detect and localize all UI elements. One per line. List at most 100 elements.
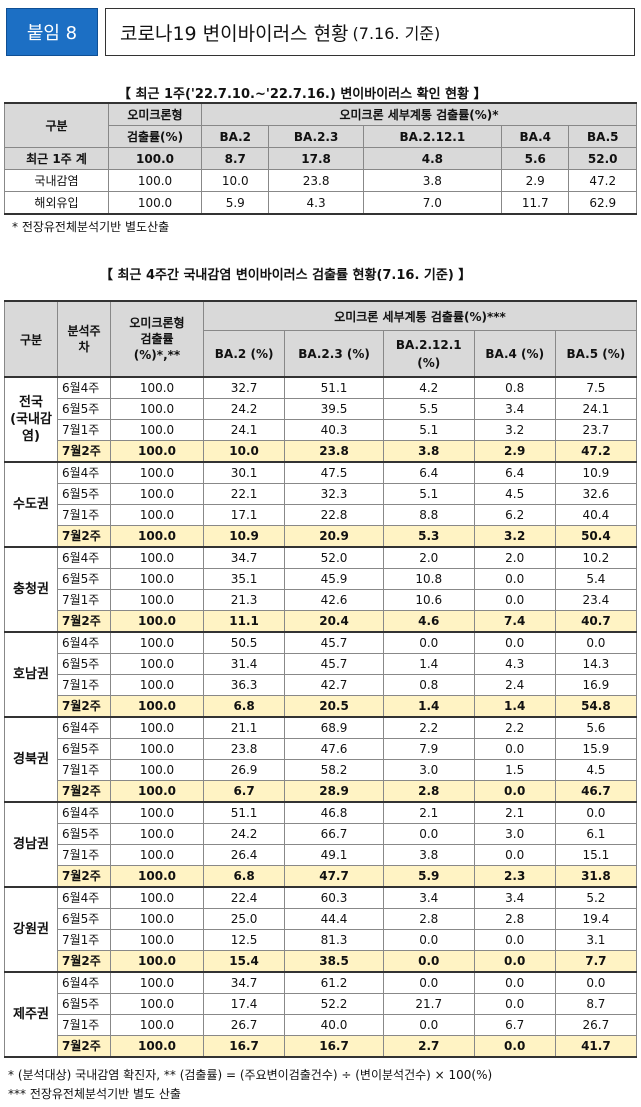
table-cell: 100.0 (110, 759, 204, 781)
table-cell: 52.2 (284, 993, 384, 1015)
week-label: 6월5주 (57, 993, 111, 1015)
table-cell: 21.1 (202, 716, 286, 739)
table-row: 7월1주 100.0 36.3 42.7 0.8 2.4 16.9 (5, 674, 638, 696)
table-cell: 2.8 (382, 908, 475, 930)
table-cell: 81.3 (284, 929, 384, 951)
table-cell: 34.7 (202, 546, 286, 569)
table-cell: 0.0 (382, 950, 475, 973)
region-label: 경남권 (4, 801, 58, 888)
table-cell: 5.9 (200, 191, 270, 215)
table-cell: 6.8 (202, 695, 286, 718)
col-header-subtype: BA.5 (568, 125, 637, 148)
table-cell: 46.8 (284, 801, 384, 824)
table-cell: 0.0 (473, 971, 556, 994)
col-header-subtype: BA.2.3 (%) (284, 330, 384, 379)
table-cell: 40.0 (284, 1014, 384, 1036)
table-cell: 100.0 (110, 440, 204, 463)
table-cell: 5.6 (500, 147, 570, 170)
table-cell: 2.0 (473, 546, 556, 569)
table-cell: 0.0 (382, 823, 475, 845)
table-cell: 100.0 (110, 950, 204, 973)
table-cell: 30.1 (202, 461, 286, 484)
table-cell: 100.0 (108, 191, 202, 215)
table-cell: 0.0 (473, 568, 556, 590)
table-cell: 15.1 (554, 844, 638, 866)
table-cell: 6.7 (202, 780, 286, 803)
table-cell: 3.2 (473, 419, 556, 441)
table-cell: 6.2 (473, 504, 556, 526)
table-cell: 25.0 (202, 908, 286, 930)
table-cell: 4.5 (473, 483, 556, 505)
table-cell: 28.9 (284, 780, 384, 803)
week-label: 7월1주 (57, 759, 111, 781)
table-cell: 19.4 (554, 908, 638, 930)
table-cell: 5.1 (382, 419, 475, 441)
table-row: 7월2주 100.0 16.7 16.7 2.7 0.0 41.7 (5, 1035, 638, 1058)
table-cell: 42.6 (284, 589, 384, 611)
table-cell: 100.0 (110, 461, 204, 484)
table-cell: 5.1 (382, 483, 475, 505)
region-label: 호남권 (4, 631, 58, 718)
region-label: 수도권 (4, 461, 58, 548)
table-cell: 45.7 (284, 653, 384, 675)
table-cell: 1.4 (473, 695, 556, 718)
table-cell: 100.0 (110, 504, 204, 526)
table-cell: 2.8 (382, 780, 475, 803)
table-cell: 22.1 (202, 483, 286, 505)
region-label: 충청권 (4, 546, 58, 633)
table-cell: 4.2 (382, 376, 475, 399)
table-cell: 17.1 (202, 504, 286, 526)
table-row: 6월5주 100.0 31.4 45.7 1.4 4.3 14.3 (5, 653, 638, 675)
table-cell: 0.0 (473, 950, 556, 973)
table-row: 6월5주 100.0 22.1 32.3 5.1 4.5 32.6 (5, 483, 638, 505)
table-cell: 0.0 (473, 589, 556, 611)
table-cell: 35.1 (202, 568, 286, 590)
table-row: 전국 (국내감 염) 6월4주 100.0 32.7 51.1 4.2 0.8 7.5 (4, 376, 638, 463)
table-cell: 100.0 (110, 695, 204, 718)
table-cell: 46.7 (554, 780, 638, 803)
table-row: 해외유입 100.0 5.9 4.3 7.0 11.7 62.9 (4, 191, 637, 215)
table-cell: 32.7 (202, 376, 286, 399)
table-cell: 100.0 (110, 653, 204, 675)
table-cell: 44.4 (284, 908, 384, 930)
col-header-subtype: BA.2 (200, 125, 270, 148)
table-cell: 40.3 (284, 419, 384, 441)
table-cell: 3.0 (382, 759, 475, 781)
table-cell: 0.0 (473, 780, 556, 803)
table-cell: 2.3 (473, 865, 556, 888)
week-label: 6월4주 (57, 801, 111, 824)
table-cell: 23.7 (554, 419, 638, 441)
table-cell: 0.0 (382, 1014, 475, 1036)
table-cell: 7.7 (554, 950, 638, 973)
table-cell: 2.9 (500, 169, 570, 192)
table-row: 6월5주 100.0 23.8 47.6 7.9 0.0 15.9 (5, 738, 638, 760)
table-cell: 0.8 (473, 376, 556, 399)
table-cell: 15.4 (202, 950, 286, 973)
region-label: 전국 (국내감 염) (4, 376, 58, 463)
col-header-omicron: 오미크론형 검출률 (%)*,** (110, 300, 204, 378)
week-label: 6월4주 (57, 376, 111, 399)
regional-variant-table: 구분 분석주 차 오미크론형 검출률 (%)*,** 오미크론 세부계통 검출률… (4, 300, 638, 1058)
table-cell: 100.0 (110, 674, 204, 696)
table-cell: 100.0 (110, 738, 204, 760)
table-cell: 100.0 (110, 419, 204, 441)
table-cell: 26.4 (202, 844, 286, 866)
table-row: 7월2주 100.0 10.9 20.9 5.3 3.2 50.4 (5, 525, 638, 548)
table-row: 경북권 6월4주 100.0 21.1 68.9 2.2 2.2 5.6 (4, 716, 638, 803)
table-cell: 3.4 (382, 886, 475, 909)
table-cell: 10.0 (202, 440, 286, 463)
page-header: 붙임 8 코로나19 변이바이러스 현황 (7.16. 기준) (6, 8, 635, 58)
table-cell: 3.8 (362, 169, 502, 192)
table-row: 7월2주 100.0 6.8 20.5 1.4 1.4 54.8 (5, 695, 638, 718)
week-label: 6월4주 (57, 971, 111, 994)
table-cell: 41.7 (554, 1035, 638, 1058)
week-label: 7월2주 (57, 780, 111, 803)
table-cell: 38.5 (284, 950, 384, 973)
table-row: 7월1주 100.0 12.5 81.3 0.0 0.0 3.1 (5, 929, 638, 951)
table-cell: 2.2 (382, 716, 475, 739)
page-title: 코로나19 변이바이러스 현황 (120, 22, 349, 45)
table-cell: 32.6 (554, 483, 638, 505)
table-row: 6월5주 100.0 35.1 45.9 10.8 0.0 5.4 (5, 568, 638, 590)
table-cell: 100.0 (110, 865, 204, 888)
table-cell: 40.4 (554, 504, 638, 526)
